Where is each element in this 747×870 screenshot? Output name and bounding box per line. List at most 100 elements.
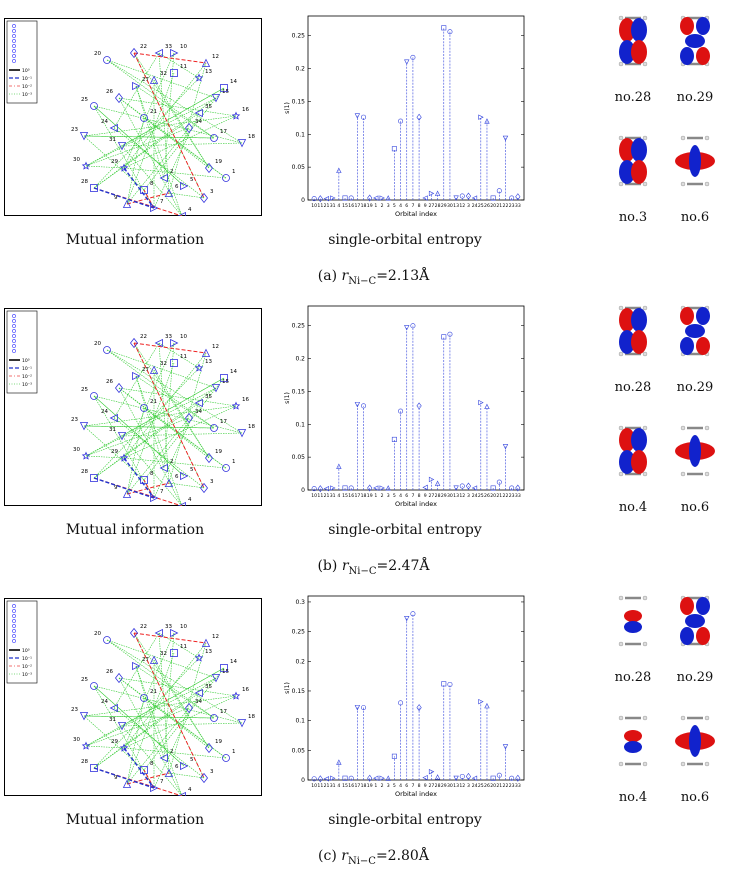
x-tick-label: 19 (367, 783, 373, 789)
x-tick-label: 13 (453, 493, 459, 499)
y-tick-label: 0.2 (295, 658, 305, 665)
x-tick-label: 33 (515, 203, 521, 209)
mi-node (180, 181, 189, 191)
x-tick-label: 8 (418, 203, 421, 209)
r-symbol: r (341, 558, 349, 574)
stem-marker (502, 444, 509, 450)
orbital-label: no.4 (618, 790, 648, 805)
orbital-image (618, 305, 648, 357)
x-tick-label: 28 (435, 493, 441, 499)
y-tick-label: 0.25 (292, 323, 306, 330)
mi-node-label: 22 (140, 44, 147, 50)
mi-node (164, 478, 174, 487)
r-symbol: r (341, 848, 348, 864)
mi-node (177, 501, 186, 506)
x-tick-label: 30 (447, 493, 453, 499)
x-tick-label: 7 (411, 203, 414, 209)
x-tick-label: 33 (515, 493, 521, 499)
x-tick-label: 2 (381, 203, 384, 209)
mi-node-label: 33 (165, 44, 172, 50)
r-subscript: Ni−C (348, 275, 377, 287)
mi-node (194, 363, 204, 372)
mi-node-label: 8 (150, 761, 154, 767)
mi-node (170, 359, 178, 367)
mi-legend-label: 10⁰ (22, 358, 30, 364)
mi-node-label: 21 (150, 689, 157, 695)
mi-node (210, 134, 218, 142)
x-tick-label: 3 (467, 783, 470, 789)
mi-node (90, 474, 98, 482)
y-tick-label: 0.15 (292, 388, 306, 395)
stem-marker (330, 195, 336, 201)
x-tick-label: 15 (342, 493, 348, 499)
mi-node-label: 8 (150, 181, 154, 187)
y-tick-label: 0.25 (292, 33, 306, 40)
x-tick-label: 15 (342, 203, 348, 209)
y-tick-label: 0.05 (292, 454, 306, 461)
mi-node-label: 15 (222, 669, 229, 675)
r-subscript: Ni−C (347, 855, 376, 867)
mi-node-label: 5 (190, 467, 194, 473)
stem-marker (441, 334, 447, 340)
mi-node-label: 25 (81, 677, 88, 683)
x-tick-label: 11 (317, 783, 323, 789)
stem-marker (379, 485, 385, 491)
orbital-label: no.28 (614, 380, 652, 395)
x-tick-label: 24 (472, 783, 478, 789)
stem-marker (336, 463, 342, 469)
mi-node (150, 783, 159, 793)
stem-marker (478, 399, 484, 406)
orbital-image (618, 425, 648, 477)
r-subscript: Ni−C (348, 565, 377, 577)
x-tick-label: 33 (515, 783, 521, 789)
x-tick-label: 20 (490, 783, 496, 789)
mi-node (220, 664, 228, 672)
stem-marker (422, 195, 428, 201)
mi-node-label: 34 (195, 119, 202, 125)
stem-marker (361, 114, 367, 120)
mi-node-label: 5 (190, 757, 194, 763)
orbital-label: no.4 (618, 500, 648, 515)
stem-marker (496, 479, 502, 485)
stem-marker (311, 486, 317, 492)
x-tick-label: 15 (342, 783, 348, 789)
mi-legend-label: 10⁰ (22, 68, 30, 74)
panel-a: 10⁰ 10⁻¹ 10⁻² 10⁻³ 20 22 33 10 12 14 16 18 1 3 4 7 9 28 30… (0, 0, 747, 290)
mi-node (194, 688, 203, 698)
mi-node (231, 401, 241, 410)
mi-node-label: 22 (140, 334, 147, 340)
mi-legend: 10⁰ 10⁻¹ 10⁻² 10⁻³ (6, 20, 38, 104)
mi-node (204, 162, 214, 174)
x-tick-label: 21 (496, 783, 502, 789)
y-axis-label: s(1) (284, 392, 291, 404)
mi-node-label: 11 (180, 354, 187, 360)
mi-node (154, 48, 163, 58)
orbital-label: no.29 (676, 90, 714, 105)
mi-node (164, 188, 174, 197)
mi-node (170, 649, 178, 657)
stem-marker (385, 195, 391, 201)
mi-node (129, 627, 139, 639)
mi-node-label: 30 (73, 737, 80, 743)
mi-node (159, 173, 168, 183)
mi-node-label: 35 (205, 684, 212, 690)
mi-node (79, 132, 89, 141)
stem-marker (471, 775, 478, 781)
x-tick-label: 13 (453, 203, 459, 209)
mi-caption: Mutual information (65, 522, 205, 538)
mi-node (211, 674, 221, 683)
stem-marker (385, 775, 391, 781)
mi-node (210, 424, 218, 432)
mi-node (103, 56, 111, 64)
mi-node-label: 14 (230, 79, 237, 85)
mi-node (177, 211, 186, 216)
mi-legend-label: 10⁰ (22, 648, 30, 654)
x-tick-label: 18 (361, 783, 367, 789)
x-tick-label: 21 (324, 493, 330, 499)
mi-node-label: 27 (142, 657, 149, 663)
mi-node (132, 371, 141, 381)
mi-node (140, 476, 148, 484)
stem-marker (465, 482, 472, 490)
stem-marker (398, 700, 404, 706)
